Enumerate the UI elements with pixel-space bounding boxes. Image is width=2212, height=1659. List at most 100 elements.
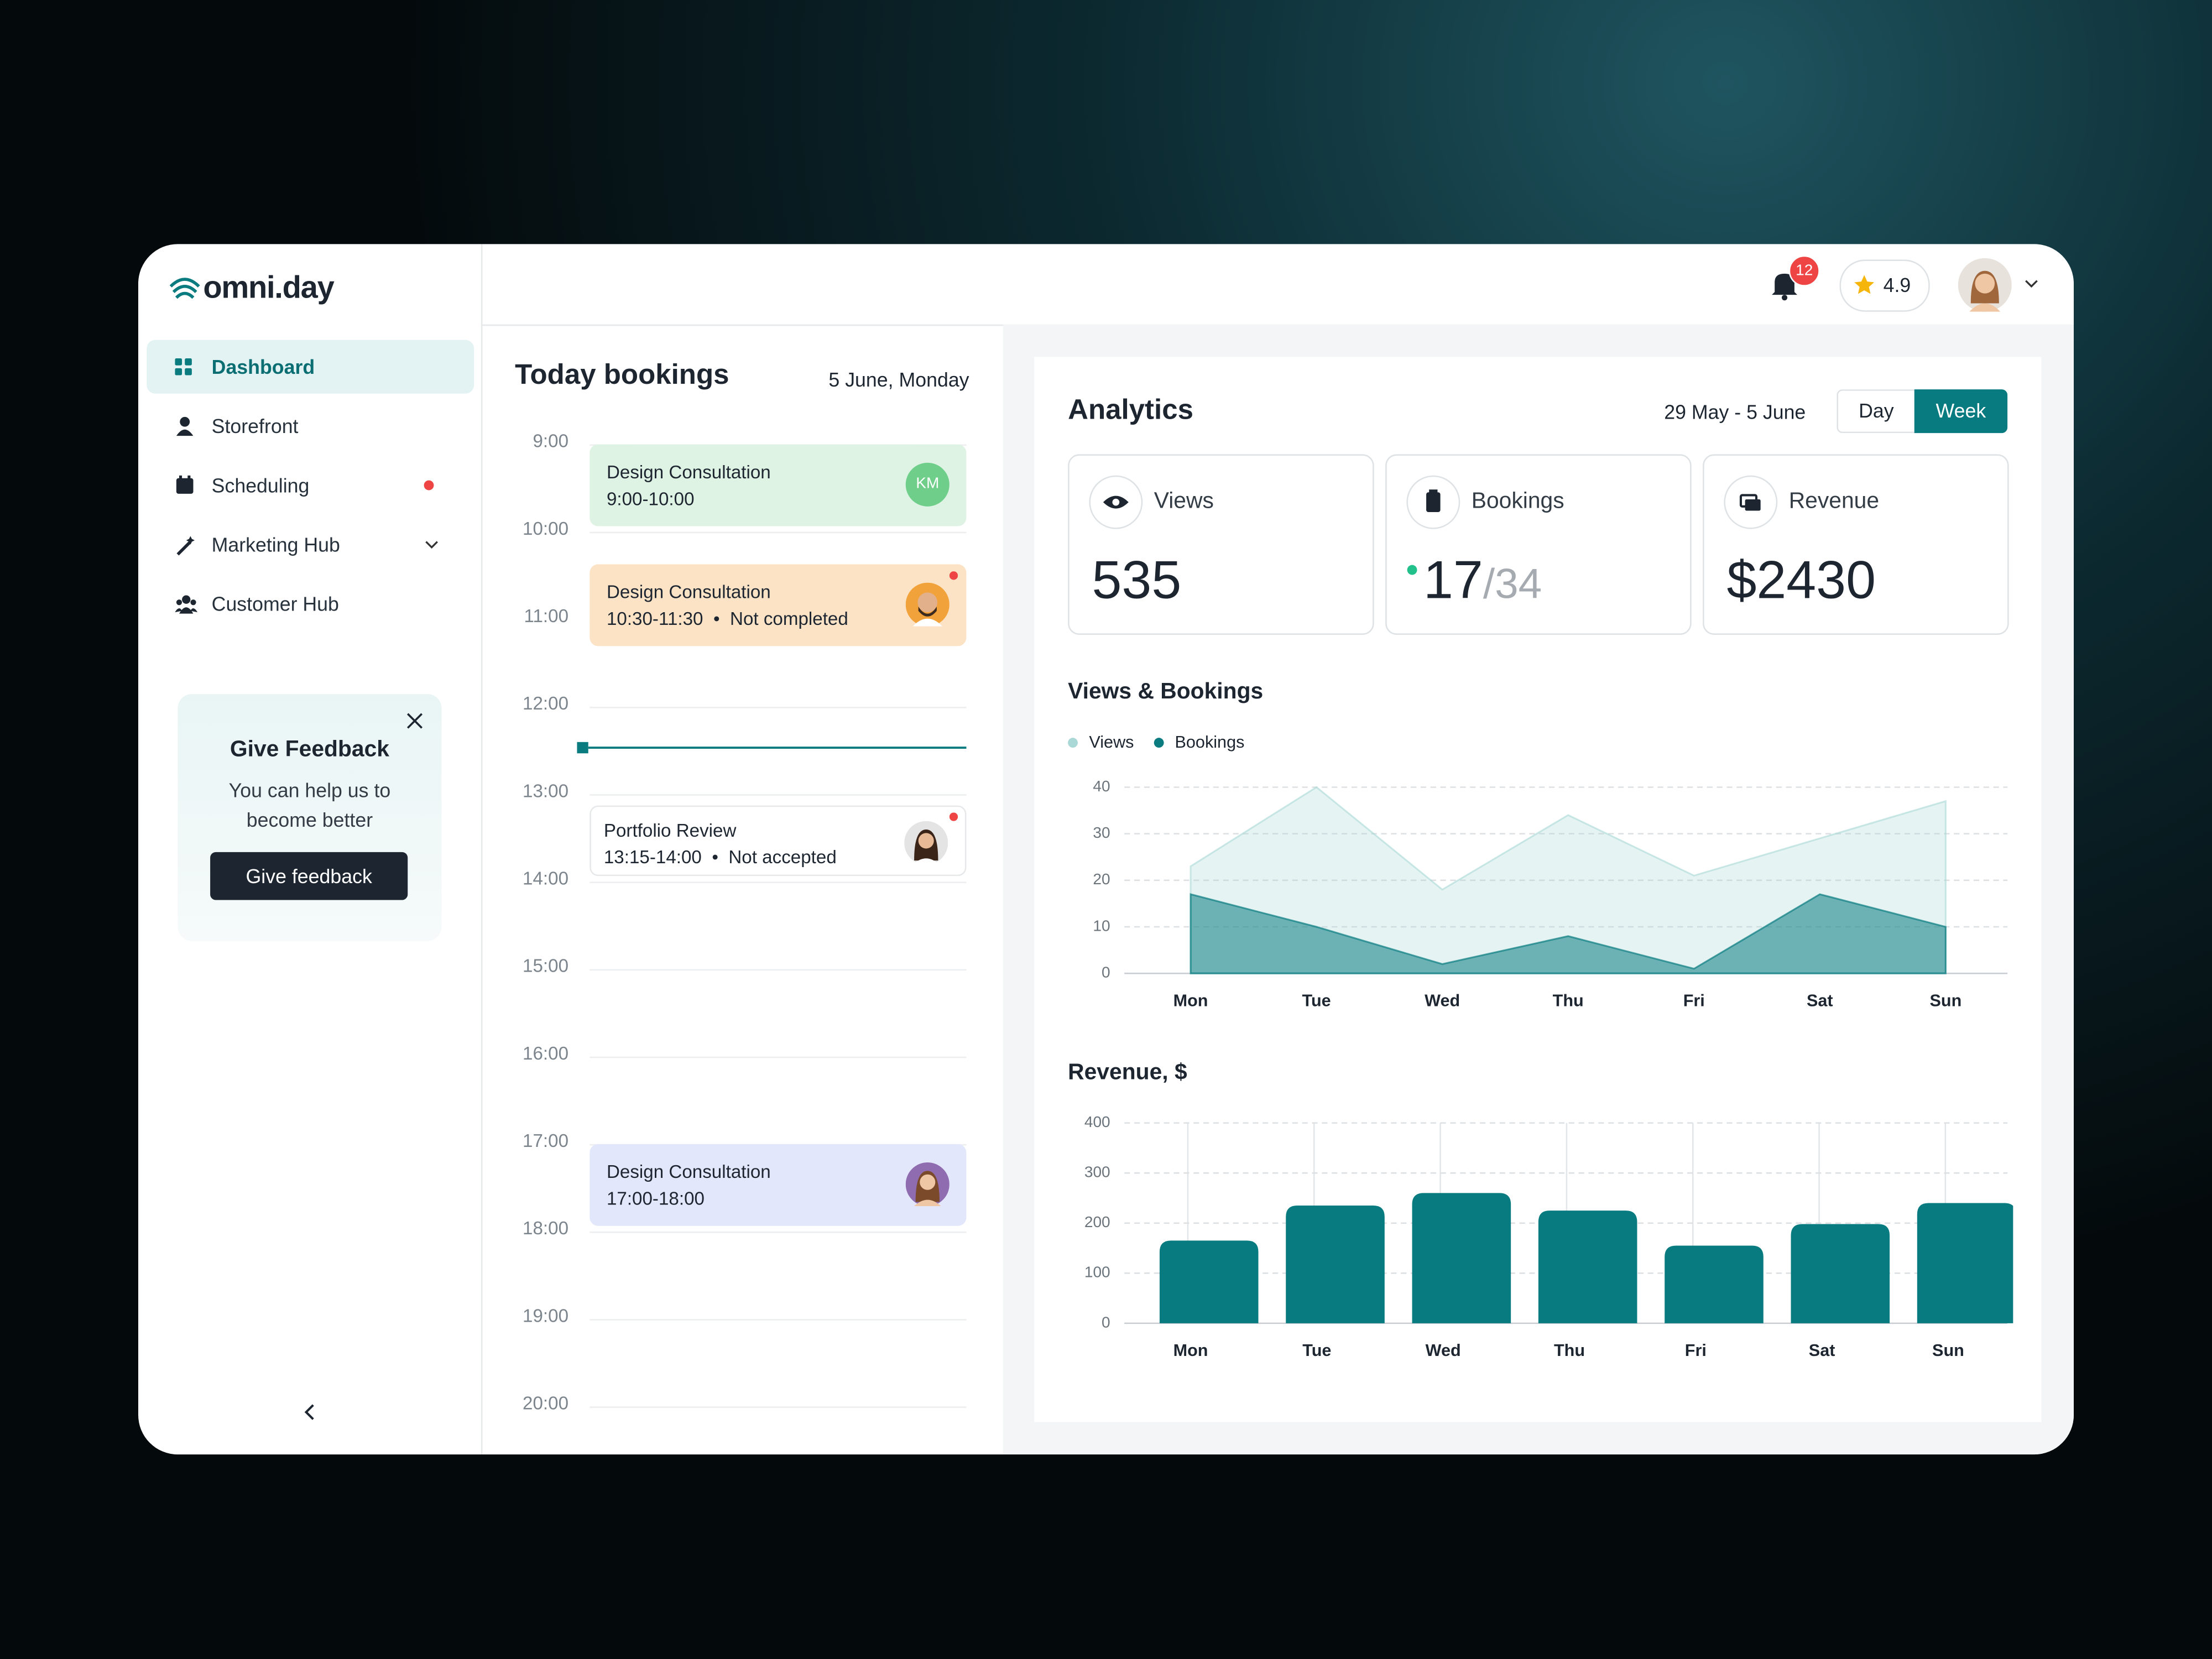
bookings-title: Today bookings: [515, 359, 729, 391]
booking-event[interactable]: Design Consultation 17:00-18:00: [589, 1144, 967, 1226]
y-tick-label: 300: [1084, 1164, 1110, 1181]
x-tick-label: Sat: [1807, 991, 1833, 1010]
area: [1190, 786, 1947, 974]
toggle-week[interactable]: Week: [1914, 389, 2008, 434]
nav-item[interactable]: Storefront: [147, 399, 474, 453]
event-avatar: [904, 821, 948, 865]
hour-line: [589, 969, 967, 971]
alert-dot: [949, 812, 958, 821]
hour-line: [589, 881, 967, 883]
y-tick-label: 10: [1093, 917, 1110, 934]
legend-dot: [1154, 738, 1164, 748]
chart-title: Revenue, $: [1068, 1061, 1187, 1085]
hour-line: [589, 531, 967, 534]
event-time-text: 13:15-14:00: [603, 846, 702, 868]
nav-label: Storefront: [211, 415, 299, 437]
y-tick-label: 20: [1093, 870, 1110, 888]
icon: [1406, 475, 1460, 529]
stat-card: Views 535: [1068, 454, 1374, 635]
icon: [1089, 475, 1143, 529]
event-time: 10:30-11:30 • Not completed: [606, 608, 848, 629]
x-tick-label: Wed: [1425, 991, 1460, 1010]
booking-event[interactable]: Design Consultation 10:30-11:30 • Not co…: [589, 564, 967, 646]
hour-line: [589, 1319, 967, 1321]
hour-line: [589, 1232, 967, 1233]
stat-value: 17/34: [1423, 551, 1542, 612]
hour-line: [589, 1056, 967, 1058]
x-tick-label: Thu: [1553, 991, 1584, 1010]
rating-pill[interactable]: 4.9: [1839, 259, 1930, 312]
stat-card: Revenue $2430: [1703, 454, 2009, 635]
nav-label: Customer Hub: [211, 592, 339, 615]
hour-label: 13:00: [523, 780, 569, 801]
booking-event[interactable]: Design Consultation 9:00-10:00 KM: [589, 444, 967, 526]
hour-line: [589, 707, 967, 708]
feedback-text: You can help us to become better: [228, 779, 391, 831]
date-range: 29 May - 5 June: [1664, 400, 1806, 424]
bar: [1159, 1240, 1259, 1323]
sidebar: omni.day Dashboard Storefront Scheduling…: [138, 244, 483, 1455]
hour-line: [589, 794, 967, 796]
event-avatar: [905, 582, 950, 627]
y-tick-label: 40: [1093, 778, 1110, 795]
toggle-day[interactable]: Day: [1837, 389, 1914, 434]
hour-label: 11:00: [524, 605, 569, 627]
user-avatar[interactable]: [1958, 258, 2012, 312]
nav-item[interactable]: Dashboard: [147, 340, 474, 394]
event-title: Design Consultation: [606, 461, 771, 483]
stat-total: /34: [1483, 561, 1542, 608]
nav-item[interactable]: Scheduling: [147, 458, 474, 512]
icon: [175, 595, 198, 614]
bar: [1665, 1245, 1764, 1323]
area: [1190, 893, 1947, 974]
hour-label: 10:00: [523, 518, 569, 539]
hour-label: 14:00: [523, 867, 569, 889]
feedback-button[interactable]: Give feedback: [210, 852, 408, 900]
nav-item[interactable]: Marketing Hub: [147, 518, 474, 571]
user-menu-chevron[interactable]: [2025, 279, 2039, 289]
stat-label: Views: [1154, 489, 1214, 514]
x-tick-label: Tue: [1302, 991, 1331, 1010]
x-tick-label: Mon: [1173, 1341, 1208, 1360]
feedback-title: Give Feedback: [229, 738, 390, 762]
close-button[interactable]: [406, 712, 424, 729]
views-bookings-chart: 0 10 20 30 40 Mon Tue Wed Thu Fri Sat Sun: [1093, 778, 2008, 1010]
legend-label: Views: [1089, 732, 1134, 752]
event-time: 17:00-18:00: [606, 1187, 705, 1209]
hour-label: 17:00: [523, 1130, 569, 1151]
event-status: Not accepted: [728, 846, 837, 868]
x-tick-label: Fri: [1683, 991, 1705, 1010]
collapse-button[interactable]: [303, 1402, 317, 1422]
y-tick-label: 200: [1084, 1213, 1110, 1230]
live-dot: [1407, 565, 1417, 575]
star-icon: [1854, 275, 1875, 294]
icon: [176, 475, 194, 494]
analytics-title: Analytics: [1068, 395, 1194, 426]
logo[interactable]: omni.day: [203, 269, 334, 305]
alert-dot: [949, 571, 958, 580]
event-title: Design Consultation: [606, 1161, 771, 1182]
stat-card: Bookings 17/34: [1385, 454, 1692, 635]
dashboard-window: omni.day Dashboard Storefront Scheduling…: [138, 244, 2074, 1455]
hour-label: 12:00: [523, 692, 569, 714]
bar: [1538, 1211, 1637, 1323]
icon: [1724, 475, 1778, 529]
hour-label: 16:00: [523, 1042, 569, 1064]
event-title: Design Consultation: [606, 581, 771, 603]
notification-badge: 12: [1788, 255, 1820, 286]
nav-item[interactable]: Customer Hub: [147, 577, 474, 630]
hour-label: 19:00: [523, 1305, 569, 1326]
feedback-card: Give Feedback You can help us to become …: [178, 694, 442, 941]
hour-label: 20:00: [523, 1392, 569, 1414]
stat-label: Bookings: [1471, 489, 1564, 514]
icon: [175, 358, 192, 375]
y-tick-label: 30: [1093, 824, 1110, 841]
chart-title: Views & Bookings: [1068, 680, 1264, 704]
event-title: Portfolio Review: [603, 820, 737, 841]
legend: Views Bookings: [1068, 732, 1244, 752]
x-tick-label: Tue: [1302, 1341, 1331, 1360]
booking-event[interactable]: Portfolio Review 13:15-14:00 • Not accep…: [589, 805, 967, 877]
event-time: 9:00-10:00: [606, 488, 695, 509]
